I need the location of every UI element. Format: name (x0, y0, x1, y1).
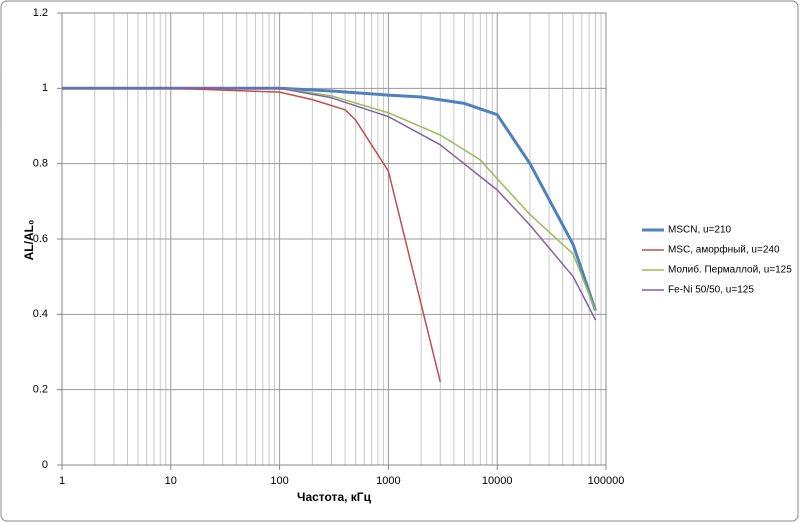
y-tick-label: 0.8 (33, 158, 48, 170)
series-line (62, 87, 597, 321)
legend-label: Fe-Ni 50/50, u=125 (668, 285, 754, 296)
x-tick-label: 100 (270, 475, 288, 487)
x-tick-label: 1000 (376, 475, 400, 487)
x-tick-label: 100000 (588, 475, 625, 487)
legend-label: MSC, аморфный, u=240 (668, 244, 780, 256)
legend-label: MSCN, u=210 (668, 225, 732, 236)
y-tick-label: 1 (42, 82, 48, 94)
y-tick-label: 0.4 (33, 308, 48, 320)
y-tick-label: 1.2 (33, 7, 48, 19)
x-tick-label: 10 (165, 475, 177, 487)
y-axis-label: AL/AL₀ (22, 220, 36, 261)
legend-label: Молиб. Пермаллой, u=125 (668, 264, 792, 276)
x-tick-label: 1 (59, 475, 65, 487)
y-tick-label: 0.2 (33, 384, 48, 396)
y-tick-label: 0.6 (33, 233, 48, 245)
y-tick-label: 0 (42, 459, 48, 471)
x-tick-label: 10000 (482, 475, 513, 487)
x-axis-label: Частота, кГц (297, 490, 372, 504)
series-line (62, 87, 442, 383)
